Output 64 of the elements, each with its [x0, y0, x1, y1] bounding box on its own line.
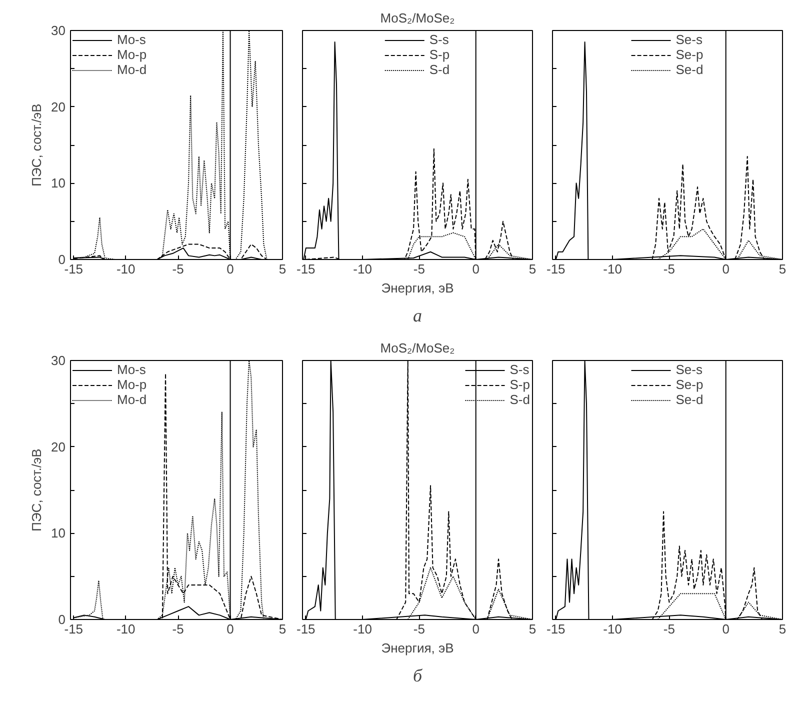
x-tick-label: 0: [722, 622, 730, 636]
x-tick-label: 5: [778, 622, 786, 636]
legend-label: Mo-d: [117, 392, 147, 407]
x-tick-label: -10: [603, 622, 622, 636]
y-tick-label: 30: [51, 353, 66, 368]
x-tick-label: 0: [722, 262, 730, 276]
legend-label: Se-s: [676, 362, 702, 377]
legend-label: Se-s: [676, 32, 702, 47]
x-tick-label: -15: [546, 622, 566, 636]
legend-label: Se-p: [676, 47, 704, 62]
x-tick-label: 5: [778, 262, 786, 276]
legend-label: Se-p: [676, 377, 704, 392]
x-tick-label: -10: [603, 262, 622, 276]
legend-label: S-p: [429, 47, 450, 62]
x-tick-label: 0: [226, 262, 234, 276]
x-axis-title: Энергия, эВ: [381, 640, 454, 656]
y-axis-title: ПЭС, сост./эВ: [29, 104, 44, 186]
legend-label: Mo-p: [117, 377, 147, 392]
x-tick-label: -15: [546, 262, 566, 276]
x-tick-label: -5: [413, 622, 425, 636]
legend-label: S-d: [510, 392, 530, 407]
legend-label: Mo-p: [117, 47, 147, 62]
y-axis-title: ПЭС, сост./эВ: [29, 448, 44, 532]
x-tick-label: 0: [472, 262, 480, 276]
legend-label: S-s: [510, 362, 530, 377]
y-tick-label: 0: [58, 612, 66, 627]
x-tick-label: -10: [353, 622, 372, 636]
y-tick-label: 30: [51, 23, 66, 38]
x-tick-label: -10: [353, 262, 372, 276]
legend-label: S-p: [510, 377, 530, 392]
x-tick-label: 0: [472, 622, 480, 636]
x-tick-label: -10: [116, 622, 136, 636]
x-tick-label: -10: [116, 262, 136, 276]
x-axis-title: Энергия, эВ: [381, 280, 454, 296]
y-tick-label: 0: [58, 252, 66, 267]
text: б: [412, 666, 423, 686]
x-tick-label: 5: [528, 262, 536, 276]
y-tick-label: 20: [51, 439, 66, 454]
x-tick-label: -15: [296, 262, 316, 276]
x-tick-label: 5: [278, 622, 286, 636]
x-tick-label: 0: [226, 622, 234, 636]
x-tick-label: 5: [528, 622, 536, 636]
y-tick-label: 10: [51, 526, 66, 541]
y-tick-label: 20: [51, 99, 66, 114]
legend-label: Mo-s: [117, 362, 146, 377]
x-tick-label: -15: [64, 622, 84, 636]
chart-title: MoS₂/MoSe₂: [380, 10, 455, 26]
x-tick-label: -5: [172, 622, 184, 636]
text: а: [413, 306, 422, 326]
legend-label: Mo-d: [117, 62, 147, 77]
x-tick-label: -15: [64, 262, 84, 276]
x-tick-label: -15: [296, 622, 316, 636]
legend-label: Se-d: [676, 392, 704, 407]
x-tick-label: -5: [413, 262, 425, 276]
chart-title: MoS₂/MoSe₂: [380, 340, 455, 356]
legend-label: S-d: [429, 62, 450, 77]
x-tick-label: -5: [663, 262, 675, 276]
x-tick-label: -5: [172, 262, 184, 276]
legend-label: Se-d: [676, 62, 704, 77]
x-tick-label: 5: [278, 262, 286, 276]
legend-label: S-s: [429, 32, 450, 47]
x-tick-label: -5: [663, 622, 675, 636]
y-tick-label: 10: [51, 176, 66, 191]
legend-label: Mo-s: [117, 32, 146, 47]
